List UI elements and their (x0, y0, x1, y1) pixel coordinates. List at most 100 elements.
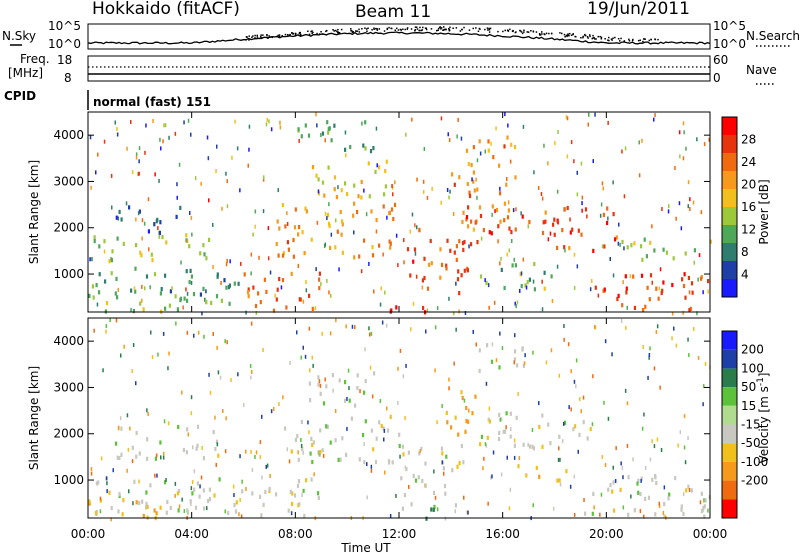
range-cell (591, 422, 594, 427)
nsearch-point (365, 28, 368, 30)
range-cell (504, 112, 506, 117)
range-cell (488, 419, 491, 424)
range-cell (145, 501, 148, 506)
range-cell (326, 424, 329, 429)
range-cell (372, 146, 375, 151)
range-cell (138, 451, 141, 456)
range-cell (398, 432, 401, 437)
range-cell (658, 286, 661, 291)
range-cell (312, 440, 315, 445)
nsearch-point (511, 30, 514, 32)
range-cell (649, 273, 653, 278)
range-cell (364, 120, 367, 125)
range-cell (699, 500, 702, 505)
range-cell (122, 498, 125, 503)
range-cell (688, 308, 691, 313)
range-cell (703, 384, 705, 389)
nsearch-point (452, 27, 454, 29)
range-cell (588, 112, 590, 117)
range-cell (373, 289, 375, 294)
nsearch-point (600, 36, 603, 39)
range-cell (461, 395, 464, 401)
range-cell (116, 455, 119, 460)
range-cell (208, 198, 210, 203)
range-cell (648, 297, 651, 302)
range-cell (364, 419, 367, 424)
range-cell (434, 325, 437, 330)
range-cell (513, 438, 516, 443)
range-cell (661, 288, 664, 293)
nsearch-point (311, 32, 313, 35)
range-cell (485, 443, 488, 448)
range-cell (372, 447, 375, 452)
range-cell (206, 135, 209, 140)
range-cell (621, 149, 623, 154)
range-cell (603, 287, 606, 292)
range-cell (200, 181, 202, 186)
radar-title: Hokkaido (fitACF) (92, 0, 240, 19)
beam-label: Beam 11 (355, 2, 431, 22)
range-cell (397, 400, 399, 405)
range-cell (181, 497, 183, 502)
range-cell (454, 509, 456, 514)
range-cell (487, 148, 490, 153)
range-cell (176, 307, 179, 312)
range-cell (353, 201, 356, 206)
range-cell (699, 276, 703, 281)
range-cell (472, 227, 475, 232)
range-cell (341, 436, 344, 441)
range-cell (364, 379, 367, 384)
nsearch-point (419, 26, 421, 29)
range-cell (484, 278, 486, 283)
range-cell (535, 465, 538, 470)
range-cell (162, 455, 165, 460)
range-cell (126, 413, 129, 418)
range-cell (613, 508, 616, 513)
range-cell (502, 429, 505, 434)
range-cell (467, 162, 470, 167)
nsearch-point (617, 38, 620, 40)
range-cell (309, 368, 311, 373)
range-cell (164, 480, 167, 485)
nsearch-point (608, 36, 610, 39)
nsearch-point (544, 33, 546, 36)
range-cell (643, 412, 645, 417)
range-cell (688, 290, 691, 295)
range-cell (514, 333, 516, 338)
range-cell (563, 337, 565, 342)
range-cell (190, 280, 193, 285)
range-cell (448, 138, 451, 143)
range-cell (176, 195, 178, 200)
nsearch-point (266, 34, 268, 36)
range-cell (260, 513, 263, 518)
range-cell (324, 211, 327, 216)
range-cell (90, 467, 93, 471)
range-cell (298, 297, 301, 302)
range-cell (308, 326, 311, 331)
nsearch-point (410, 28, 413, 30)
nsearch-point (628, 38, 630, 41)
range-cell (370, 331, 373, 336)
range-cell (508, 248, 511, 253)
range-cell (453, 182, 456, 187)
power-colorbar-tick: 28 (741, 133, 756, 147)
range-cell (376, 163, 378, 168)
range-cell (226, 340, 228, 345)
nsearch-point (530, 30, 532, 32)
range-cell (190, 274, 193, 279)
range-cell (510, 427, 512, 432)
range-cell (398, 443, 401, 449)
nsearch-point (523, 31, 525, 33)
range-cell (636, 481, 639, 486)
range-cell (606, 206, 609, 211)
range-cell (239, 454, 241, 459)
range-cell (247, 287, 250, 292)
range-cell (301, 446, 304, 452)
range-cell (625, 325, 627, 330)
range-cell (311, 442, 314, 448)
range-cell (656, 324, 659, 329)
range-cell (479, 274, 483, 279)
nsearch-point (468, 29, 471, 31)
range-cell (127, 447, 130, 452)
